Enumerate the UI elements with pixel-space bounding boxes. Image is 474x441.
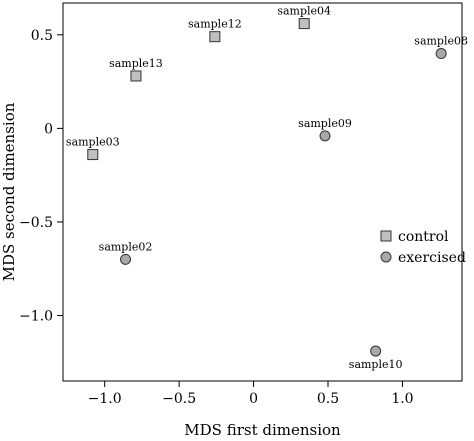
point-marker-square [87,149,99,161]
y-tick-label: −1.0 [19,309,53,325]
x-tick-label: 1.0 [391,391,413,407]
point-label: sample04 [277,5,331,18]
point-marker-square [209,31,221,43]
y-axis-label: MDS second dimension [0,102,18,281]
x-tick-label: 0.5 [317,391,339,407]
legend-marker-circle [380,251,392,263]
point-marker-circle [120,253,132,265]
point-label: sample08 [414,35,468,48]
data-points: sample12 sample04 sample13 sample03 sample08… [66,5,468,371]
x-tick-label: −0.5 [162,391,196,407]
point-label: sample09 [298,117,352,130]
legend-entry-label: exercised [398,250,466,266]
y-tick-label: 0.5 [31,28,53,44]
y-tick-label: −0.5 [19,215,53,231]
x-axis-ticks: −1.0 −0.5 0 0.5 1.0 [88,381,414,407]
x-tick-label: −1.0 [88,391,122,407]
plot-frame [62,2,463,382]
point-marker-circle [319,130,331,142]
legend-marker-square [380,230,392,242]
point-marker-square [130,70,142,82]
x-tick-label: 0 [249,391,258,407]
point-label: sample13 [109,57,163,70]
point-label: sample10 [349,358,403,371]
y-axis-ticks: 0.5 0 −0.5 −1.0 [19,28,63,325]
legend-entry-label: control [398,229,449,245]
point-marker-circle [435,48,447,60]
point-marker-square [298,18,310,30]
legend: control exercised [380,229,466,266]
y-tick-label: 0 [44,121,53,137]
point-label: sample02 [99,240,153,253]
point-label: sample12 [188,18,242,31]
point-label: sample03 [66,136,120,149]
x-axis-label: MDS first dimension [184,421,341,439]
point-marker-circle [370,345,382,357]
